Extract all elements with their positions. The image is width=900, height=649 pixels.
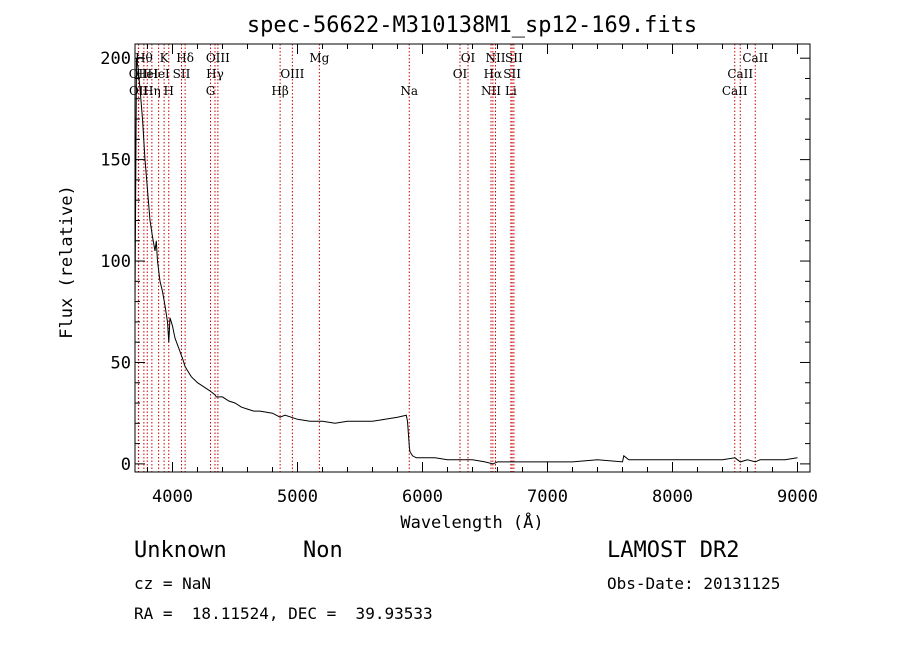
line-label: Hβ (271, 84, 288, 98)
survey-name: LAMOST DR2 (607, 538, 740, 563)
object-class: Unknown (134, 538, 227, 563)
line-label: SII (173, 67, 191, 81)
coordinates-text: RA = 18.11524, DEC = 39.93533 (134, 604, 433, 623)
y-tick-label: 200 (100, 49, 131, 69)
line-label: OI (461, 51, 476, 65)
y-tick-label: 150 (100, 151, 131, 171)
line-label: H (164, 84, 174, 98)
redshift-text: cz = NaN (134, 574, 212, 593)
line-label: SII (503, 67, 521, 81)
line-label: CaII (742, 51, 768, 65)
y-tick-label: 0 (121, 455, 131, 475)
y-tick-label: 50 (111, 353, 131, 373)
line-label: HeI (136, 67, 159, 81)
emission-line-markers (137, 44, 756, 472)
line-label: OII (129, 84, 149, 98)
line-label: OII (129, 67, 149, 81)
object-subclass: Non (303, 538, 343, 563)
y-tick-label: 100 (100, 252, 131, 272)
line-label: Hα (484, 67, 503, 81)
line-label: OI (453, 67, 468, 81)
x-tick-label: 8000 (652, 487, 693, 507)
line-label: HeI (147, 67, 170, 81)
line-label: OIII (280, 67, 304, 81)
line-label: Hδ (176, 51, 194, 65)
spectrum-line (134, 58, 798, 465)
line-label: Hθ (135, 51, 153, 65)
line-labels: OIIOIIHθHeIHηHeIKHSIIHδGHγOIIIHβOIIIMgNa… (129, 51, 769, 98)
line-label: Hη (143, 84, 161, 98)
line-label: SII (505, 51, 523, 65)
x-tick-label: 6000 (402, 487, 443, 507)
plot-frame (134, 43, 811, 473)
x-tick-label: 9000 (777, 487, 818, 507)
line-label: OIII (206, 51, 230, 65)
axis-ticks: 4000 5000 6000 7000 8000 9000 0 50 100 150 200 (100, 44, 818, 507)
line-label: CaII (727, 67, 753, 81)
x-axis-label: Wavelength (Å) (400, 511, 543, 533)
line-label: K (160, 51, 170, 65)
obs-date-text: Obs-Date: 20131125 (607, 574, 781, 593)
x-tick-label: 4000 (152, 487, 193, 507)
line-label: CaII (722, 84, 748, 98)
line-label: Hγ (206, 67, 224, 81)
line-label: Na (400, 84, 418, 98)
line-label: NII (481, 84, 501, 98)
chart-title: spec-56622-M310138M1_sp12-169.fits (247, 13, 697, 38)
x-tick-label: 5000 (277, 487, 318, 507)
line-label: G (206, 84, 216, 98)
line-label: NII (486, 51, 506, 65)
spectrum-series (134, 58, 798, 465)
y-axis-label: Flux (relative) (57, 185, 77, 339)
line-label: Mg (309, 51, 329, 65)
x-tick-label: 7000 (527, 487, 568, 507)
line-label: Li (505, 84, 517, 98)
